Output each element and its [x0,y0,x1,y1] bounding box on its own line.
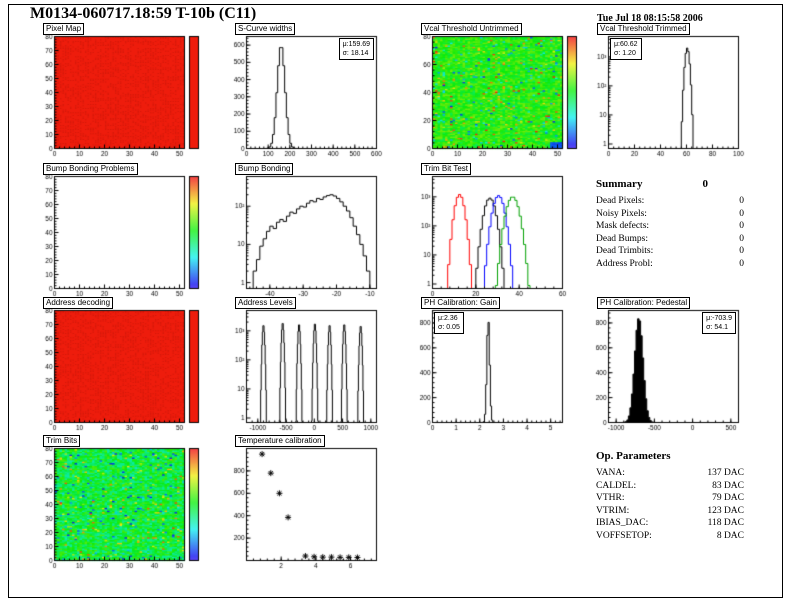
summary-row-label: Dead Pixels: [596,196,645,206]
vcal-trimmed-stat-sigma: σ: 1.20 [614,50,636,57]
summary-row: Mask defects: 0 [596,220,744,233]
op-parameter-row: VTRIM: 123 DAC [596,505,744,518]
panel-ph-pedestal: PH Calibration: Pedestal μ:-703.9 σ: 54.… [584,297,774,436]
pixel-map-title: Pixel Map [43,23,85,35]
scurve-stat-sigma: σ: 18.14 [342,50,369,57]
op-parameter-row: VTHR: 79 DAC [596,492,744,505]
timestamp: Tue Jul 18 08:15:58 2006 [597,13,703,24]
op-parameter-label: VANA: [596,468,625,478]
summary-row: Dead Bumps: 0 [596,233,744,246]
summary-heading-value: 0 [702,178,709,190]
bump-bonding-canvas [222,170,412,302]
trim-bit-test-title: Trim Bit Test [421,163,472,175]
summary-row: Dead Trimbits: 0 [596,245,744,258]
ph-gain-stats-box: μ:2.36 σ: 0.05 [434,312,464,334]
panel-pixel-map: Pixel Map [30,23,220,162]
op-parameters-block: Op. Parameters VANA: 137 DAC CALDEL: 83 … [596,450,744,542]
op-parameter-label: VTRIM: [596,505,630,516]
bump-bonding-title: Bump Bonding [235,163,294,175]
panel-ph-gain: PH Calibration: Gain μ:2.36 σ: 0.05 [408,297,598,436]
ph-pedestal-stats-box: μ:-703.9 σ: 54.1 [702,312,736,334]
op-parameter-row: IBIAS_DAC: 118 DAC [596,517,744,530]
ph-gain-title: PH Calibration: Gain [421,297,500,309]
summary-row-value: 0 [739,221,744,231]
temp-calibration-title: Temperature calibration [235,435,325,447]
ph-gain-stat-mu: μ:2.36 [438,315,458,322]
summary-block: Summary 0 Dead Pixels: 0 Noisy Pixels: 0… [596,178,744,270]
temp-calibration-canvas [222,442,412,574]
op-parameter-value: 118 DAC [707,518,744,528]
op-parameter-row: VANA: 137 DAC [596,467,744,480]
panel-bump-problems: Bump Bonding Problems [30,163,220,302]
vcal-trimmed-stat-mu: μ:60.62 [614,41,638,48]
summary-row-label: Address Probl: [596,258,653,269]
vcal-untrimmed-canvas [408,30,598,162]
summary-row-value: 0 [739,208,744,219]
bump-problems-canvas [30,170,220,302]
scurve-widths-title: S-Curve widths [235,23,296,35]
summary-row-value: 0 [739,233,744,244]
summary-heading-row: Summary 0 [596,178,744,190]
vcal-untrimmed-title: Vcal Threshold Untrimmed [421,23,522,35]
ph-pedestal-stat-mu: μ:-703.9 [706,315,732,322]
panel-trim-bits: Trim Bits [30,435,220,574]
pixel-map-canvas [30,30,220,162]
bump-problems-title: Bump Bonding Problems [43,163,138,175]
ph-pedestal-canvas [584,304,774,436]
scurve-stats-box: μ:159.69 σ: 18.14 [338,38,374,60]
summary-row-label: Dead Trimbits: [596,246,654,256]
page-title: M0134-060717.18:59 T-10b (C11) [30,5,257,22]
summary-row-value: 0 [739,258,744,269]
trim-bits-title: Trim Bits [43,435,81,447]
scurve-widths-canvas [222,30,412,162]
op-parameter-value: 79 DAC [712,493,744,503]
scurve-stat-mu: μ:159.69 [342,41,370,48]
panel-vcal-trimmed: Vcal Threshold Trimmed μ:60.62 σ: 1.20 [584,23,774,162]
summary-row-label: Mask defects: [596,221,650,231]
panel-scurve-widths: S-Curve widths μ:159.69 σ: 18.14 [222,23,412,162]
op-parameter-label: CALDEL: [596,480,637,491]
op-parameter-value: 123 DAC [707,505,744,516]
op-parameter-row: VOFFSETOP: 8 DAC [596,530,744,543]
summary-row: Noisy Pixels: 0 [596,208,744,221]
op-parameter-value: 8 DAC [716,530,744,541]
summary-row: Address Probl: 0 [596,258,744,271]
summary-row-value: 0 [739,196,744,206]
address-levels-canvas [222,304,412,436]
address-decoding-title: Address decoding [43,297,114,309]
vcal-trimmed-stats-box: μ:60.62 σ: 1.20 [610,38,642,60]
op-parameter-label: IBIAS_DAC: [596,518,649,528]
panel-bump-bonding: Bump Bonding [222,163,412,302]
page-border [8,4,783,598]
trim-bits-canvas [30,442,220,574]
summary-row-value: 0 [739,246,744,256]
ph-pedestal-title: PH Calibration: Pedestal [597,297,691,309]
op-parameter-label: VOFFSETOP: [596,530,652,541]
panel-trim-bit-test: Trim Bit Test [408,163,598,302]
panel-vcal-untrimmed: Vcal Threshold Untrimmed [408,23,598,162]
summary-row-label: Dead Bumps: [596,233,648,244]
op-parameter-value: 137 DAC [707,468,744,478]
address-decoding-canvas [30,304,220,436]
op-parameters-heading-row: Op. Parameters [596,450,744,462]
vcal-trimmed-title: Vcal Threshold Trimmed [597,23,690,35]
panel-temp-calibration: Temperature calibration [222,435,412,574]
ph-gain-stat-sigma: σ: 0.05 [438,324,460,331]
panel-address-decoding: Address decoding [30,297,220,436]
op-parameter-row: CALDEL: 83 DAC [596,480,744,493]
panel-address-levels: Address Levels [222,297,412,436]
summary-row: Dead Pixels: 0 [596,195,744,208]
trim-bit-test-canvas [408,170,598,302]
op-parameters-heading: Op. Parameters [596,450,671,462]
op-parameter-value: 83 DAC [712,480,744,491]
ph-pedestal-stat-sigma: σ: 54.1 [706,324,729,331]
address-levels-title: Address Levels [235,297,296,309]
summary-heading: Summary [596,178,643,190]
summary-row-label: Noisy Pixels: [596,208,647,219]
op-parameter-label: VTHR: [596,493,625,503]
